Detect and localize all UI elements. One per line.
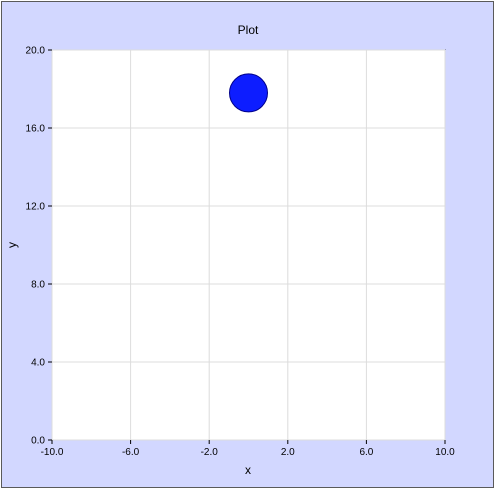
y-tick-label: 0.0 xyxy=(31,436,45,447)
y-tick-label: 4.0 xyxy=(31,358,45,369)
data-point xyxy=(229,73,268,113)
x-tick-label: 2.0 xyxy=(281,447,295,458)
y-tick-label: 12.0 xyxy=(26,202,46,213)
plot-area xyxy=(51,49,446,441)
x-axis-label: x xyxy=(245,463,251,477)
x-tick-label: -2.0 xyxy=(201,447,219,458)
x-tick-label: -10.0 xyxy=(41,447,64,458)
ticks: -10.0 -6.0 -2.0 2.0 6.0 10.0 0.0 4.0 8.0 12.0 16.0… xyxy=(26,46,456,459)
y-axis-label: y xyxy=(5,242,19,248)
grid xyxy=(51,49,446,441)
x-tick-label: 6.0 xyxy=(359,447,373,458)
x-tick-label: -6.0 xyxy=(122,447,140,458)
y-tick-label: 8.0 xyxy=(31,280,45,291)
y-tick-label: 20.0 xyxy=(26,46,46,57)
x-tick-label: 10.0 xyxy=(435,447,455,458)
data-points xyxy=(229,73,268,113)
y-tick-label: 16.0 xyxy=(26,124,46,135)
chart-title: Plot xyxy=(238,23,259,37)
